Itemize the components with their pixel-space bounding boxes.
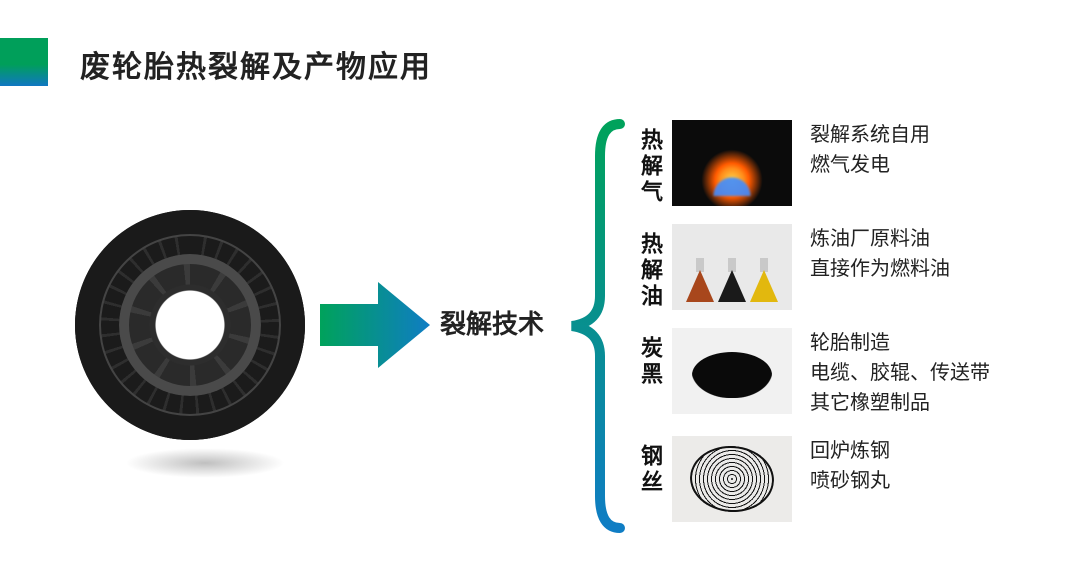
- products-list: 热解气 裂解系统自用 燃气发电 热解油 炼油厂原料油 直接作为燃料油 炭黑 轮胎…: [638, 120, 990, 522]
- product-name: 钢丝: [638, 436, 666, 496]
- brace-icon: [560, 116, 630, 536]
- use-item: 回炉炼钢: [810, 436, 890, 466]
- product-name: 炭黑: [638, 328, 666, 388]
- product-name: 热解油: [638, 224, 666, 310]
- use-item: 燃气发电: [810, 150, 930, 180]
- gas-flame-icon: [672, 120, 792, 206]
- page-title: 废轮胎热裂解及产物应用: [80, 42, 432, 86]
- product-uses: 轮胎制造 电缆、胶辊、传送带 其它橡塑制品: [810, 328, 990, 418]
- product-row-carbon: 炭黑 轮胎制造 电缆、胶辊、传送带 其它橡塑制品: [638, 328, 990, 418]
- tire-illustration: [75, 210, 305, 440]
- use-item: 喷砂钢丸: [810, 466, 890, 496]
- product-row-gas: 热解气 裂解系统自用 燃气发电: [638, 120, 990, 206]
- use-item: 炼油厂原料油: [810, 224, 950, 254]
- process-arrow-icon: [320, 282, 430, 368]
- process-label: 裂解技术: [440, 304, 544, 341]
- title-accent-bar: [0, 38, 48, 86]
- product-uses: 回炉炼钢 喷砂钢丸: [810, 436, 890, 496]
- steel-wire-icon: [672, 436, 792, 522]
- use-item: 裂解系统自用: [810, 120, 930, 150]
- product-row-wire: 钢丝 回炉炼钢 喷砂钢丸: [638, 436, 990, 522]
- product-uses: 炼油厂原料油 直接作为燃料油: [810, 224, 950, 284]
- use-item: 其它橡塑制品: [810, 388, 990, 418]
- use-item: 轮胎制造: [810, 328, 990, 358]
- use-item: 电缆、胶辊、传送带: [810, 358, 990, 388]
- product-row-oil: 热解油 炼油厂原料油 直接作为燃料油: [638, 224, 990, 310]
- oil-flasks-icon: [672, 224, 792, 310]
- carbon-black-icon: [672, 328, 792, 414]
- product-uses: 裂解系统自用 燃气发电: [810, 120, 930, 180]
- use-item: 直接作为燃料油: [810, 254, 950, 284]
- product-name: 热解气: [638, 120, 666, 206]
